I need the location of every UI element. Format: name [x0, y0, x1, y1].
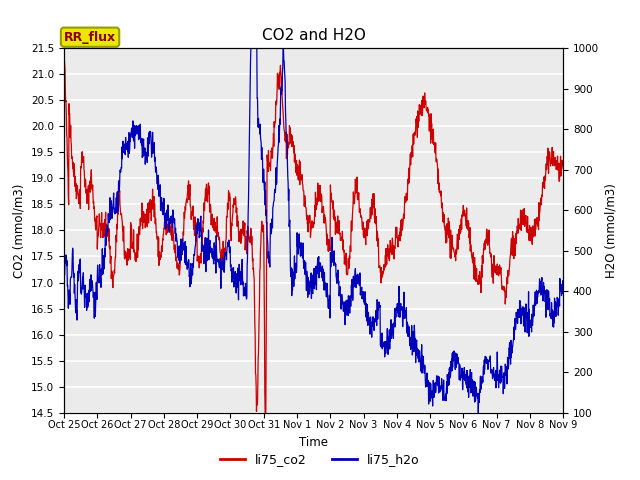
li75_h2o [60, 271, 68, 276]
Legend: li75_co2, li75_h2o: li75_co2, li75_h2o [215, 448, 425, 471]
Line: li75_co2: li75_co2 [64, 48, 563, 413]
li75_h2o [272, 165, 280, 170]
li75_h2o [99, 265, 106, 271]
li75_h2o [119, 138, 127, 144]
li75_h2o [292, 269, 300, 275]
li75_co2 [292, 161, 300, 167]
li75_co2 [99, 228, 106, 233]
li75_co2 [559, 166, 567, 172]
li75_h2o [344, 293, 352, 299]
li75_co2 [344, 255, 352, 261]
Y-axis label: H2O (mmol/m3): H2O (mmol/m3) [605, 183, 618, 278]
li75_co2 [119, 223, 127, 229]
li75_h2o [283, 132, 291, 138]
li75_h2o [559, 280, 567, 286]
li75_co2 [272, 98, 280, 104]
li75_co2 [283, 156, 291, 161]
Title: CO2 and H2O: CO2 and H2O [262, 28, 365, 43]
Y-axis label: CO2 (mmol/m3): CO2 (mmol/m3) [12, 183, 26, 277]
Line: li75_h2o: li75_h2o [64, 48, 563, 413]
X-axis label: Time: Time [299, 436, 328, 449]
li75_co2 [60, 45, 68, 51]
li75_h2o [474, 410, 482, 416]
Text: RR_flux: RR_flux [64, 31, 116, 44]
li75_h2o [247, 45, 255, 51]
li75_co2 [261, 410, 269, 416]
